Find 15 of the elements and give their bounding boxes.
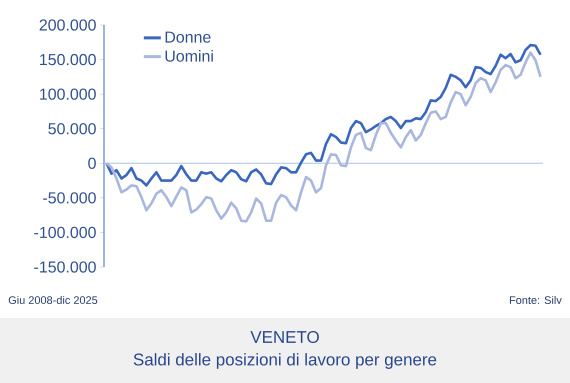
y-tick-label: -150.000 [34, 261, 96, 273]
y-tick-label: -50.000 [43, 192, 96, 204]
legend-label: Donne [166, 32, 211, 43]
y-tick-label: 100.000 [40, 88, 96, 100]
source-note: Fonte: Silv [510, 296, 562, 304]
y-tick-label: 50.000 [48, 123, 96, 134]
y-tick-label: 150.000 [40, 54, 96, 66]
legend-label: Uomini [166, 50, 213, 62]
text: Giu 2008-dic 2025 [8, 296, 98, 304]
text: VENETO [250, 331, 319, 343]
y-tick-label: -100.000 [34, 226, 96, 238]
y-tick-label: 200.000 [40, 19, 96, 31]
text: Saldi delle posizioni di lavoro per genere [134, 353, 436, 369]
y-tick-label: 0 [88, 158, 96, 169]
line-series [105, 51, 542, 223]
